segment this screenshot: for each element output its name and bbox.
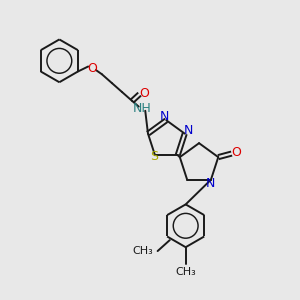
Text: CH₃: CH₃ — [132, 246, 153, 256]
Text: O: O — [140, 87, 149, 100]
Text: O: O — [87, 62, 97, 75]
Text: N: N — [160, 110, 169, 123]
Text: O: O — [231, 146, 241, 160]
Text: S: S — [150, 150, 158, 163]
Text: N: N — [206, 177, 216, 190]
Text: N: N — [184, 124, 193, 137]
Text: CH₃: CH₃ — [175, 267, 196, 277]
Text: NH: NH — [133, 103, 152, 116]
